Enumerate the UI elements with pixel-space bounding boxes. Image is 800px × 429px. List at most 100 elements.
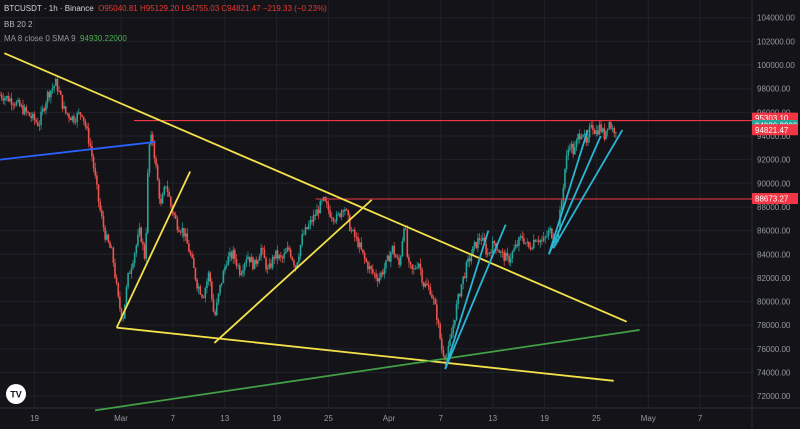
candle-down xyxy=(355,237,358,238)
price-axis xyxy=(752,0,800,429)
candle-up xyxy=(243,263,246,271)
candle-up xyxy=(15,101,18,106)
candle-up xyxy=(38,124,41,126)
candle-down xyxy=(503,252,505,261)
candle-up xyxy=(217,293,220,303)
candle-up xyxy=(253,259,256,270)
candle-up xyxy=(378,277,381,282)
candle-down xyxy=(496,249,499,251)
candle-up xyxy=(316,209,318,216)
candle-down xyxy=(478,238,481,240)
y-tick-label: 84000.00 xyxy=(757,250,791,259)
candle-down xyxy=(235,258,238,266)
candle-down xyxy=(490,252,492,254)
candle-down xyxy=(35,120,37,123)
x-tick-label: May xyxy=(641,414,656,423)
candle-up xyxy=(473,242,476,247)
candle-down xyxy=(600,124,602,132)
candle-down xyxy=(87,128,90,144)
candle-up xyxy=(532,239,535,249)
y-tick-label: 80000.00 xyxy=(757,298,791,307)
candle-up xyxy=(385,260,387,269)
candle-up xyxy=(574,147,576,155)
candle-down xyxy=(367,261,369,270)
candle-up xyxy=(219,284,221,294)
x-tick-label: 13 xyxy=(220,414,229,423)
candle-up xyxy=(383,268,386,275)
candle-down xyxy=(73,116,75,123)
candle-down xyxy=(406,229,409,257)
candle-down xyxy=(311,219,313,222)
candle-up xyxy=(32,113,34,119)
candle-down xyxy=(327,203,330,211)
candle-up xyxy=(588,127,591,138)
candle-up xyxy=(51,88,54,91)
symbol-label[interactable]: BTCUSDT · 1h · Binance xyxy=(4,4,94,13)
candle-up xyxy=(309,219,312,225)
indicator-bb[interactable]: BB 20 2 xyxy=(4,20,33,29)
candle-down xyxy=(373,272,376,274)
candle-down xyxy=(168,192,170,197)
candle-up xyxy=(127,272,129,288)
candle-up xyxy=(258,256,261,261)
ohlc-legend: BTCUSDT · 1h · Binance O95040.81 H95129.… xyxy=(4,4,327,13)
channel-1-line xyxy=(115,171,191,328)
candle-up xyxy=(184,233,187,237)
candle-down xyxy=(0,94,3,99)
candle-down xyxy=(603,128,606,140)
candle-down xyxy=(610,122,612,129)
indicator-ma[interactable]: MA 8 close 0 SMA 9 94930.22000 xyxy=(4,34,127,43)
candle-down xyxy=(153,142,156,159)
candle-up xyxy=(53,85,55,89)
candle-down xyxy=(211,281,213,300)
candle-down xyxy=(613,128,616,134)
candle-down xyxy=(459,294,461,297)
y-tick-label: 86000.00 xyxy=(757,227,791,236)
candle-down xyxy=(330,217,333,219)
close-value: C94821.47 xyxy=(221,4,261,13)
candle-up xyxy=(352,229,354,231)
candle-up xyxy=(215,302,218,315)
candle-up xyxy=(605,130,607,140)
candle-up xyxy=(220,282,223,285)
candle-down xyxy=(0,94,1,96)
candle-up xyxy=(278,255,280,259)
candle-up xyxy=(424,283,427,287)
candle-up xyxy=(312,214,315,222)
candle-down xyxy=(117,283,120,297)
candle-up xyxy=(165,186,167,188)
candle-down xyxy=(199,286,202,295)
candle-down xyxy=(498,250,501,253)
blue-trend-line xyxy=(0,141,156,161)
candle-up xyxy=(390,252,392,262)
candle-up xyxy=(587,137,589,143)
candle-down xyxy=(493,241,496,243)
candle-down xyxy=(194,267,197,280)
candle-down xyxy=(480,239,482,241)
candle-up xyxy=(482,237,484,241)
y-tick-label: 94000.00 xyxy=(757,132,791,141)
candle-down xyxy=(143,244,146,259)
candle-down xyxy=(440,338,443,350)
candle-up xyxy=(122,318,124,320)
candle-down xyxy=(592,125,594,131)
candle-down xyxy=(426,283,428,286)
candle-down xyxy=(33,113,36,121)
candle-down xyxy=(339,213,341,217)
candle-down xyxy=(485,243,487,255)
logo-circle xyxy=(6,384,26,404)
candle-up xyxy=(606,128,609,131)
candle-down xyxy=(427,285,430,287)
candle-down xyxy=(214,311,216,315)
candle-up xyxy=(229,252,231,257)
candle-down xyxy=(12,104,14,106)
candle-up xyxy=(549,228,551,231)
candle-up xyxy=(207,272,210,282)
candle-down xyxy=(288,247,290,250)
candle-up xyxy=(275,250,277,259)
candle-up xyxy=(417,263,420,268)
candle-down xyxy=(92,156,95,169)
candle-down xyxy=(306,227,308,229)
candle-up xyxy=(271,256,274,268)
